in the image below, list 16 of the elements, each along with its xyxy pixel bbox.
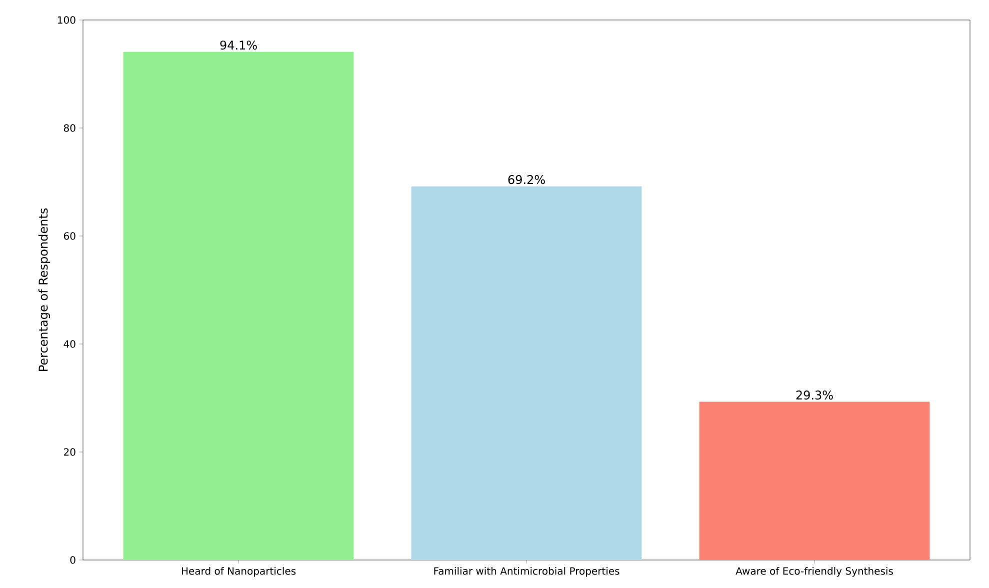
bar [123,52,354,560]
data-label: 69.2% [508,175,545,184]
bar [699,402,930,560]
x-tick-label: Familiar with Antimicrobial Properties [434,567,620,577]
y-tick-label: 100 [58,16,76,24]
y-tick-label: 40 [64,340,76,348]
y-tick-label: 20 [64,448,76,456]
x-tick-label: Aware of Eco-friendly Synthesis [736,567,893,577]
y-tick-label: 60 [64,232,76,240]
x-tick-label: Heard of Nanoparticles [182,567,296,577]
y-tick-label: 80 [64,124,76,132]
bar [411,186,642,560]
data-label: 94.1% [220,40,257,50]
y-tick-label: 0 [70,556,76,564]
data-label: 29.3% [796,390,833,400]
y-axis-title: Percentage of Respondents [38,208,50,371]
